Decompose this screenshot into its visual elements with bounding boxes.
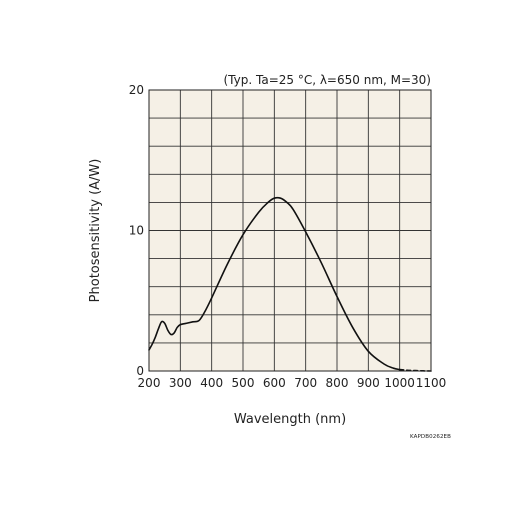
- y-axis-title: Photosensitivity (A/W): [88, 159, 103, 303]
- grid-lines: [149, 90, 431, 371]
- y-tick-label: 0: [136, 364, 144, 378]
- figure-code: KAPDB0262EB: [410, 434, 451, 440]
- x-tick-label: 1100: [416, 376, 447, 390]
- x-axis-title: Wavelength (nm): [234, 412, 346, 427]
- x-tick-label: 300: [169, 376, 192, 390]
- x-tick-label: 500: [232, 376, 255, 390]
- x-tick-label: 1000: [384, 376, 415, 390]
- y-tick-label: 10: [129, 224, 144, 238]
- x-tick-label: 900: [357, 376, 380, 390]
- y-tick-label: 20: [129, 83, 144, 97]
- x-tick-label: 700: [294, 376, 317, 390]
- tick-labels: 200 300 400 500 600 700 800 900 1000 1100 0 10 20: [129, 83, 447, 390]
- x-tick-label: 400: [200, 376, 223, 390]
- x-tick-label: 600: [263, 376, 286, 390]
- chart-note: (Typ. Ta=25 °C, λ=650 nm, M=30): [224, 73, 432, 87]
- plot-frame: [148, 89, 432, 372]
- x-tick-label: 800: [326, 376, 349, 390]
- x-tick-label: 200: [138, 376, 161, 390]
- photosensitivity-curve: [148, 196, 401, 371]
